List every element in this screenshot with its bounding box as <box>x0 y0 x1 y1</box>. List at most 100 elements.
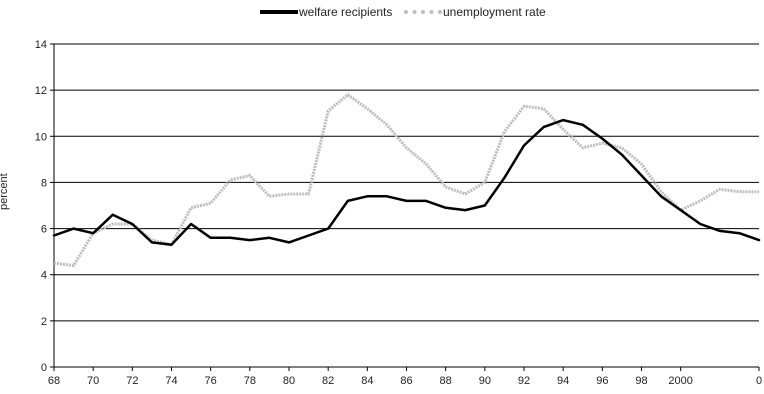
x-tick-label-86: 86 <box>400 375 412 387</box>
legend-swatch-unemployment <box>404 10 442 14</box>
point-unemployment-rate-69 <box>72 264 74 266</box>
point-welfare-recipients-104 <box>758 239 760 241</box>
point-unemployment-rate-78 <box>249 174 251 176</box>
point-unemployment-rate-95 <box>582 147 584 149</box>
point-unemployment-rate-87 <box>425 163 427 165</box>
point-unemployment-rate-96 <box>601 142 603 144</box>
point-welfare-recipients-95 <box>582 124 584 126</box>
point-welfare-recipients-82 <box>327 227 329 229</box>
point-unemployment-rate-81 <box>307 193 309 195</box>
point-unemployment-rate-99 <box>660 190 662 192</box>
point-welfare-recipients-99 <box>660 195 662 197</box>
y-tick-label-8: 8 <box>41 177 47 189</box>
x-tick-label-96: 96 <box>596 375 608 387</box>
point-welfare-recipients-97 <box>621 154 623 156</box>
point-welfare-recipients-102 <box>719 230 721 232</box>
point-welfare-recipients-100 <box>679 209 681 211</box>
point-unemployment-rate-101 <box>699 200 701 202</box>
legend: welfare recipients unemployment rate <box>0 5 764 25</box>
x-tick-label-90: 90 <box>479 375 491 387</box>
point-welfare-recipients-92 <box>523 144 525 146</box>
y-tick-label-12: 12 <box>35 85 47 97</box>
point-welfare-recipients-73 <box>151 241 153 243</box>
point-unemployment-rate-90 <box>484 181 486 183</box>
y-tick-label-4: 4 <box>41 270 47 282</box>
point-unemployment-rate-86 <box>405 147 407 149</box>
point-unemployment-rate-79 <box>268 195 270 197</box>
point-unemployment-rate-91 <box>503 130 505 132</box>
point-unemployment-rate-94 <box>562 128 564 130</box>
y-tick-label-10: 10 <box>35 131 47 143</box>
point-welfare-recipients-72 <box>131 223 133 225</box>
point-unemployment-rate-82 <box>327 110 329 112</box>
point-unemployment-rate-77 <box>229 179 231 181</box>
point-unemployment-rate-93 <box>542 107 544 109</box>
x-tick-label-80: 80 <box>283 375 295 387</box>
point-welfare-recipients-101 <box>699 223 701 225</box>
y-tick-label-6: 6 <box>41 224 47 236</box>
y-tick-label-14: 14 <box>35 39 47 51</box>
point-welfare-recipients-74 <box>170 244 172 246</box>
point-welfare-recipients-85 <box>386 195 388 197</box>
point-unemployment-rate-102 <box>719 188 721 190</box>
point-welfare-recipients-94 <box>562 119 564 121</box>
legend-swatch-welfare <box>260 10 298 14</box>
point-unemployment-rate-103 <box>738 190 740 192</box>
point-unemployment-rate-76 <box>209 202 211 204</box>
point-unemployment-rate-84 <box>366 107 368 109</box>
point-welfare-recipients-98 <box>640 174 642 176</box>
point-welfare-recipients-68 <box>53 234 55 236</box>
point-unemployment-rate-85 <box>386 124 388 126</box>
point-welfare-recipients-90 <box>484 204 486 206</box>
legend-item-welfare: welfare recipients <box>260 5 392 19</box>
point-unemployment-rate-89 <box>464 193 466 195</box>
point-unemployment-rate-98 <box>640 163 642 165</box>
x-tick-label-82: 82 <box>322 375 334 387</box>
point-unemployment-rate-83 <box>347 94 349 96</box>
point-welfare-recipients-80 <box>288 241 290 243</box>
point-welfare-recipients-78 <box>249 239 251 241</box>
x-tick-label-70: 70 <box>87 375 99 387</box>
legend-label-welfare: welfare recipients <box>299 5 393 19</box>
x-tick-label-76: 76 <box>205 375 217 387</box>
legend-item-unemployment: unemployment rate <box>404 5 546 19</box>
point-welfare-recipients-79 <box>268 237 270 239</box>
x-tick-label-84: 84 <box>361 375 373 387</box>
legend-label-unemployment: unemployment rate <box>443 5 546 19</box>
x-tick-label-88: 88 <box>440 375 452 387</box>
y-tick-label-0: 0 <box>41 362 47 374</box>
point-unemployment-rate-68 <box>53 262 55 264</box>
x-tick-label-2000: 2000 <box>668 375 692 387</box>
point-welfare-recipients-96 <box>601 137 603 139</box>
point-welfare-recipients-86 <box>405 200 407 202</box>
point-welfare-recipients-87 <box>425 200 427 202</box>
x-tick-label-78: 78 <box>244 375 256 387</box>
point-welfare-recipients-71 <box>112 214 114 216</box>
x-tick-label-94: 94 <box>557 375 569 387</box>
point-welfare-recipients-89 <box>464 209 466 211</box>
point-welfare-recipients-70 <box>92 232 94 234</box>
point-unemployment-rate-88 <box>444 186 446 188</box>
point-welfare-recipients-76 <box>209 237 211 239</box>
x-tick-label-98: 98 <box>635 375 647 387</box>
point-unemployment-rate-97 <box>621 147 623 149</box>
x-tick-label-74: 74 <box>165 375 177 387</box>
x-tick-label-68: 68 <box>48 375 60 387</box>
point-unemployment-rate-104 <box>758 190 760 192</box>
point-unemployment-rate-71 <box>112 223 114 225</box>
x-tick-label-0: 0 <box>756 375 762 387</box>
series-line-unemployment-rate <box>53 93 759 267</box>
x-tick-label-92: 92 <box>518 375 530 387</box>
point-welfare-recipients-75 <box>190 223 192 225</box>
series-line-welfare-recipients <box>52 118 761 246</box>
point-welfare-recipients-81 <box>307 234 309 236</box>
point-welfare-recipients-91 <box>503 177 505 179</box>
point-unemployment-rate-80 <box>288 193 290 195</box>
point-welfare-recipients-93 <box>542 126 544 128</box>
y-tick-label-2: 2 <box>41 316 47 328</box>
point-welfare-recipients-77 <box>229 237 231 239</box>
point-welfare-recipients-88 <box>444 207 446 209</box>
point-welfare-recipients-69 <box>72 227 74 229</box>
point-welfare-recipients-103 <box>738 232 740 234</box>
